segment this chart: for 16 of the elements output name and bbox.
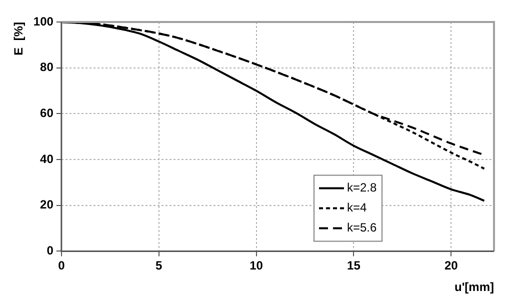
x-tick-label: 20	[444, 258, 458, 273]
y-tick-label: 40	[40, 152, 54, 166]
y-tick-label: 20	[40, 198, 54, 212]
x-tick-label: 10	[250, 258, 264, 273]
y-axis-title: E [%]	[12, 22, 26, 56]
y-tick-label: 100	[33, 14, 54, 28]
y-tick-label: 80	[40, 60, 54, 74]
y-tick-label: 0	[46, 244, 54, 258]
legend-label: k=2.8	[347, 180, 378, 195]
x-axis-title: u'[mm]	[454, 280, 494, 294]
x-tick-label: 15	[347, 258, 361, 273]
legend-label: k=5.6	[347, 220, 378, 235]
legend-label: k=4	[347, 200, 368, 215]
y-tick-label: 60	[40, 106, 54, 120]
x-tick-label: 5	[156, 258, 163, 273]
x-tick-label: 0	[58, 258, 66, 273]
